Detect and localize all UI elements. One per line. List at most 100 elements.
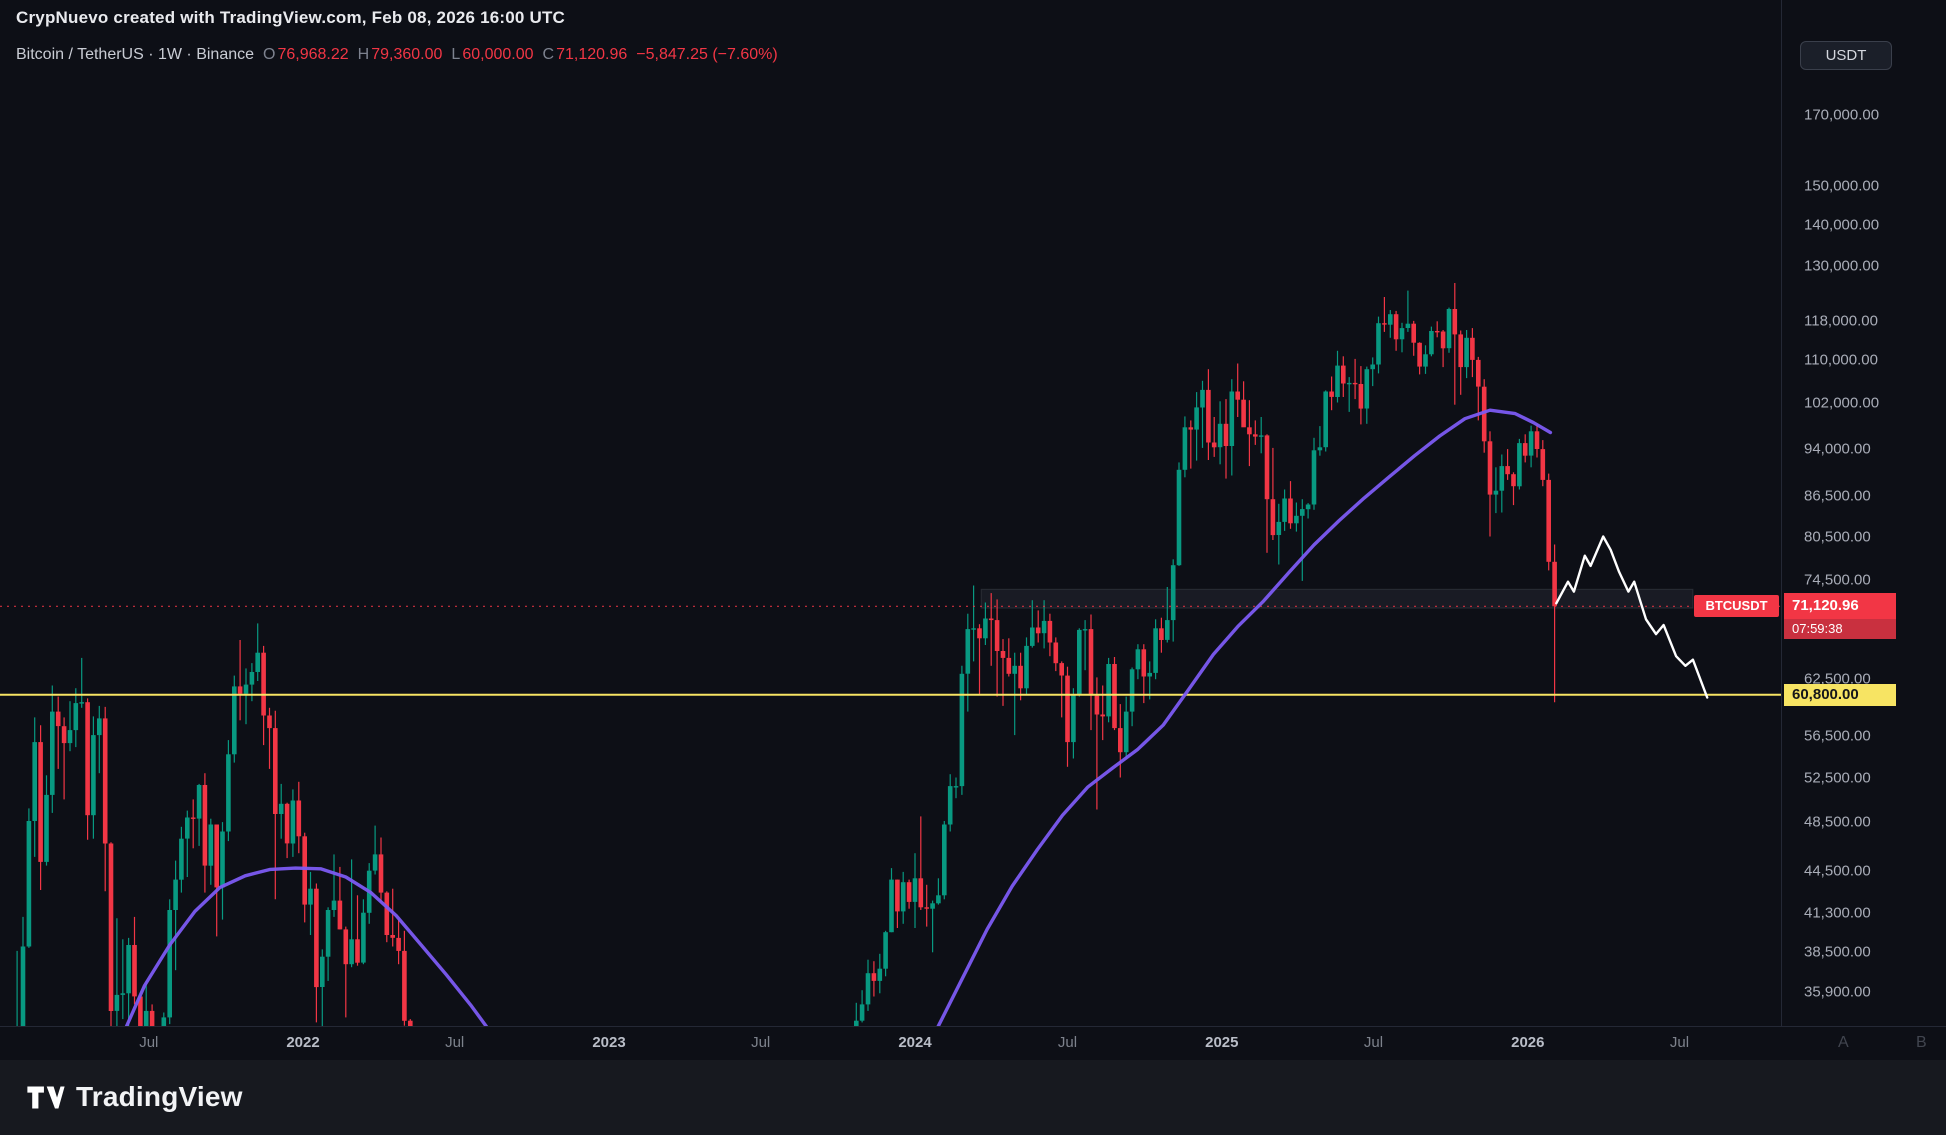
candle-body bbox=[1329, 391, 1334, 397]
candle-body bbox=[1094, 695, 1100, 715]
candle-body bbox=[349, 939, 354, 965]
candle-body bbox=[361, 912, 366, 963]
projection-drawing[interactable] bbox=[1555, 535, 1709, 699]
candle-body bbox=[26, 821, 32, 947]
time-tick-label: Jul bbox=[1363, 1034, 1384, 1051]
time-tick-label: 2023 bbox=[592, 1034, 626, 1051]
time-axis[interactable]: A B Jul 2022 Jul 2023 Jul 2024 Jul 2025 Jul 2026 J… bbox=[0, 1026, 1946, 1061]
candle-body bbox=[1082, 629, 1088, 631]
candle-body bbox=[167, 910, 172, 1018]
corner-letter-a: A bbox=[1838, 1034, 1849, 1051]
candle-body bbox=[396, 937, 401, 951]
candle-body bbox=[278, 803, 284, 814]
time-tick-label: 2024 bbox=[898, 1034, 932, 1051]
change-value: −5,847.25 (−7.60%) bbox=[636, 46, 778, 63]
candle-body bbox=[1077, 629, 1082, 695]
watermark-text: CrypNuevo created with TradingView.com, … bbox=[16, 8, 566, 27]
time-tick-label: Jul bbox=[751, 1034, 771, 1051]
candle-body bbox=[1165, 620, 1170, 640]
candle-body bbox=[237, 686, 243, 694]
candle-body bbox=[220, 831, 225, 888]
candle-body bbox=[44, 794, 49, 862]
candle-body bbox=[1147, 672, 1152, 677]
range-box bbox=[980, 588, 1694, 609]
candle-body bbox=[249, 672, 255, 685]
candle-body bbox=[1335, 365, 1340, 397]
candle-body bbox=[1235, 391, 1240, 400]
candle-body bbox=[965, 629, 971, 674]
candle-body bbox=[1294, 515, 1299, 524]
candle-body bbox=[108, 843, 114, 1011]
candle-body bbox=[1505, 466, 1510, 475]
chart-canvas[interactable] bbox=[0, 0, 1781, 1026]
candle-body bbox=[988, 618, 994, 621]
candle-body bbox=[355, 939, 360, 963]
price-tick-label: 48,500.00 bbox=[1804, 813, 1871, 831]
candle-body bbox=[378, 854, 384, 893]
price-tick-label: 41,300.00 bbox=[1804, 904, 1871, 922]
candle-body bbox=[314, 888, 319, 988]
candle-body bbox=[1176, 469, 1182, 566]
candle-body bbox=[1118, 728, 1123, 753]
candle-body bbox=[120, 993, 126, 995]
candle-body bbox=[149, 1010, 155, 1026]
candle-body bbox=[1452, 309, 1458, 335]
candle-body bbox=[384, 892, 390, 935]
candle-body bbox=[1276, 521, 1282, 535]
candle-body bbox=[859, 1004, 865, 1021]
candle-body bbox=[942, 824, 947, 896]
candle-body bbox=[1352, 382, 1358, 385]
candle-body bbox=[61, 726, 67, 744]
open-label: O bbox=[263, 46, 276, 63]
tradingview-brand-link[interactable]: TradingView bbox=[26, 1076, 243, 1118]
candle-body bbox=[1341, 365, 1346, 384]
time-tick-label: Jul bbox=[139, 1034, 159, 1051]
candle-body bbox=[1182, 427, 1188, 470]
ma-line bbox=[124, 866, 489, 1026]
candle-body bbox=[1434, 331, 1440, 333]
symbol-legend: Bitcoin / TetherUS · 1W · Binance O 76,9… bbox=[16, 46, 778, 64]
candle-body bbox=[1053, 642, 1059, 664]
candle-body bbox=[994, 620, 1000, 651]
price-tick-label: 110,000.00 bbox=[1804, 351, 1878, 369]
candle-body bbox=[38, 742, 43, 862]
price-tick-label: 170,000.00 bbox=[1804, 106, 1880, 124]
price-tick-label: 62,500.00 bbox=[1804, 670, 1871, 688]
candle-body bbox=[1253, 434, 1258, 437]
currency-toggle-button[interactable]: USDT bbox=[1800, 41, 1892, 70]
price-axis[interactable]: 170,000.00 150,000.00 140,000.00 130,000.00… bbox=[1781, 0, 1946, 1026]
candle-body bbox=[1047, 620, 1053, 643]
candle-body bbox=[1470, 337, 1475, 360]
ma-line bbox=[936, 408, 1553, 1026]
candle-body bbox=[196, 785, 202, 819]
candle-body bbox=[1200, 389, 1205, 408]
candle-body bbox=[977, 628, 982, 639]
candles-layer bbox=[16, 283, 1557, 1026]
candle-body bbox=[372, 854, 378, 871]
candle-body bbox=[924, 907, 929, 909]
candle-body bbox=[1282, 498, 1287, 522]
candle-body bbox=[1511, 474, 1516, 487]
candle-body bbox=[1129, 669, 1135, 712]
close-label: C bbox=[542, 46, 555, 63]
corner-letter-b: B bbox=[1916, 1034, 1927, 1051]
candle-body bbox=[302, 836, 307, 905]
candle-body bbox=[290, 800, 296, 844]
candle-body bbox=[67, 730, 73, 744]
candle-body bbox=[1540, 449, 1546, 480]
candle-body bbox=[1018, 665, 1023, 689]
candle-body bbox=[1552, 561, 1557, 607]
candle-body bbox=[331, 900, 337, 910]
candle-body bbox=[865, 973, 871, 1005]
candle-body bbox=[1112, 664, 1117, 729]
candle-body bbox=[1041, 620, 1047, 634]
candle-body bbox=[1000, 651, 1006, 658]
tradingview-brand-text: TradingView bbox=[76, 1081, 243, 1112]
candle-body bbox=[126, 945, 131, 994]
candle-body bbox=[132, 945, 137, 997]
price-tick-label: 118,000.00 bbox=[1804, 312, 1878, 330]
candle-body bbox=[1399, 328, 1405, 340]
candle-body bbox=[173, 879, 178, 910]
candle-body bbox=[1100, 714, 1105, 717]
candle-body bbox=[1123, 711, 1129, 753]
